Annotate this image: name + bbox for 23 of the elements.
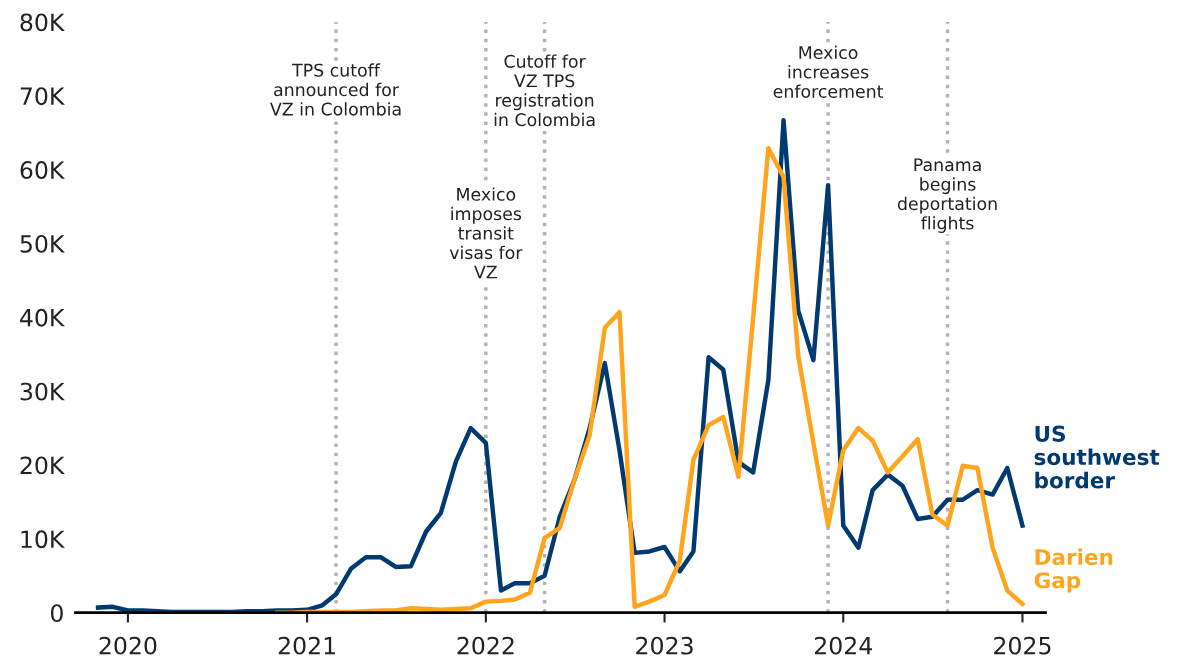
ref-line-label: Mexico increases enforcement (773, 45, 884, 98)
line-series (275, 146, 1025, 613)
y-tick-label: 50K (20, 234, 65, 253)
x-tick-label: 2025 (994, 636, 1051, 655)
x-tick-label: 2020 (99, 636, 157, 655)
y-tick-label: 20K (20, 456, 65, 475)
x-tick-label: 2024 (814, 636, 872, 655)
y-tick-label: 0 (50, 604, 63, 623)
x-tick-label: 2022 (457, 636, 514, 655)
y-tick-label: 30K (20, 382, 65, 401)
x-tick-label: 2021 (278, 636, 335, 655)
ref-line-label: Panama begins deportation flights (897, 158, 997, 233)
y-tick-label: 40K (20, 308, 65, 327)
ref-line-label: Mexico imposes transit visas for VZ (449, 187, 523, 279)
y-tick-label: 70K (20, 87, 65, 106)
ref-line-label: Cutoff for VZ TPS registration in Colombia (494, 54, 595, 127)
y-tick-label: 60K (20, 161, 65, 179)
series-label: Darien Gap (1034, 548, 1113, 593)
y-tick-label: 80K (20, 13, 65, 32)
series-label: US southwest border (1034, 425, 1160, 489)
ref-line-label: TPS cutoff announced for VZ in Colombia (270, 63, 401, 116)
x-tick-label: 2023 (636, 636, 693, 655)
y-tick-label: 10K (21, 530, 65, 549)
